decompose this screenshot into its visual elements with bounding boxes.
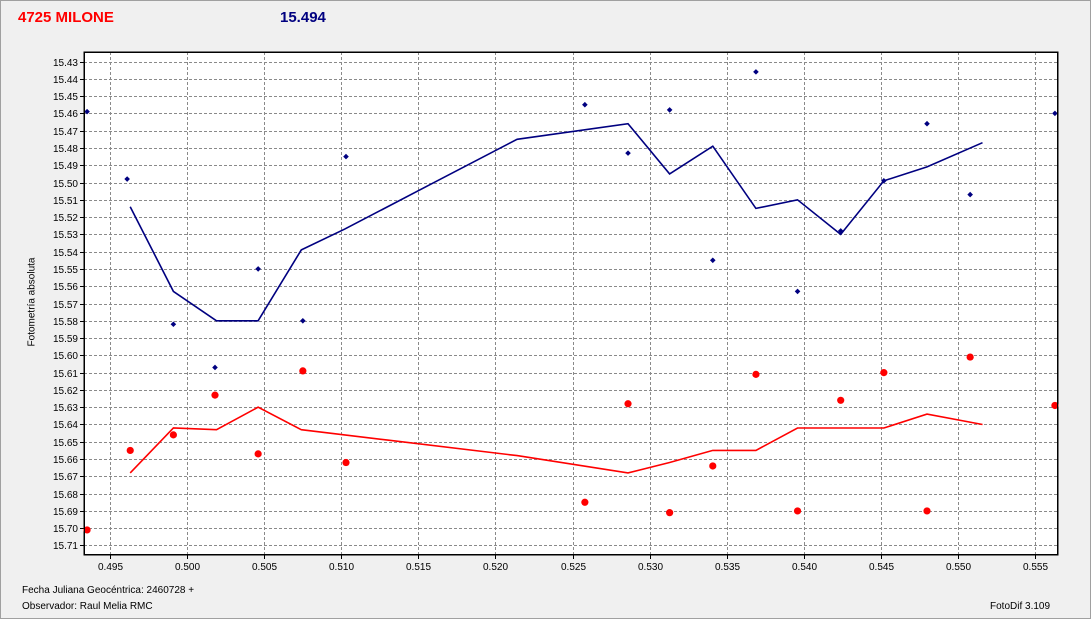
reference-magnitude: 15.494 [280,9,326,26]
y-tick-label: 15.45 [53,92,78,103]
y-tick-label: 15.66 [53,455,78,466]
primary-series-point [967,191,973,198]
secondary-series-trend-line [129,406,983,474]
y-tick-label: 15.69 [53,507,78,518]
secondary-series-point [624,400,632,408]
y-tick-label: 15.49 [53,161,78,172]
julian-date-label: Fecha Juliana Geocéntrica: 2460728 + [22,585,195,596]
secondary-series-point [880,369,888,377]
observer-label: Observador: Raul Melia RMC [22,601,153,612]
y-tick-label: 15.58 [53,317,78,328]
y-tick-label: 15.62 [53,386,78,397]
y-tick-label: 15.54 [53,248,78,259]
x-tick-label: 0.500 [175,562,200,573]
star-name-title: 4725 MILONE [18,9,114,26]
y-tick-label: 15.52 [53,213,78,224]
secondary-series-point [299,367,307,375]
primary-series-point [881,177,887,184]
primary-series-point [837,228,844,234]
y-tick-label: 15.65 [53,438,78,449]
x-tick-label: 0.550 [946,562,971,573]
secondary-series-point [169,431,177,439]
x-tick-label: 0.515 [406,562,431,573]
primary-series-point [666,107,673,113]
primary-series-point [753,69,759,75]
y-tick-label: 15.71 [53,541,78,552]
primary-series-point [582,101,588,108]
y-tick-label: 15.64 [53,420,78,431]
y-tick-label: 15.48 [53,144,78,155]
secondary-series-point [966,353,974,361]
primary-series-point [625,150,631,156]
primary-series-point [924,120,930,127]
secondary-series-point [837,396,845,404]
y-tick-label: 15.61 [53,369,78,380]
x-tick-label: 0.555 [1023,562,1048,573]
y-tick-label: 15.56 [53,282,78,293]
secondary-series-point [211,391,219,399]
plot-area [83,51,1059,556]
secondary-series-point [126,446,134,455]
secondary-series-point [83,526,91,534]
x-tick-label: 0.520 [483,562,508,573]
primary-series-point [709,257,716,264]
secondary-series-point [254,450,262,458]
y-tick-label: 15.57 [53,300,78,311]
primary-series-point [794,288,801,295]
primary-series-trend-line [129,122,983,322]
x-tick-label: 0.530 [638,562,663,573]
y-tick-label: 15.63 [53,403,78,414]
x-tick-label: 0.540 [792,562,817,573]
secondary-series-point [709,462,717,470]
software-version-label: FotoDif 3.109 [990,601,1051,612]
secondary-series-point [793,507,802,515]
y-tick-label: 15.68 [53,490,78,501]
plot-border [84,52,1058,555]
primary-series-point [170,321,177,328]
y-tick-label: 15.59 [53,334,78,345]
x-tick-label: 0.510 [329,562,354,573]
x-tick-label: 0.505 [252,562,277,573]
primary-series-point [255,266,261,272]
secondary-series-point [1051,401,1059,410]
x-tick-label: 0.525 [561,562,586,573]
y-tick-label: 15.46 [53,109,78,120]
primary-series-point [1052,110,1058,117]
primary-series-point [343,153,349,160]
y-tick-label: 15.67 [53,472,78,483]
primary-series-point [212,364,218,371]
x-tick-label: 0.495 [98,562,123,573]
x-tick-label: 0.545 [869,562,894,573]
y-tick-label: 15.70 [53,524,78,535]
y-tick-label: 15.53 [53,230,78,241]
y-tick-label: 15.51 [53,196,78,207]
secondary-series-point [342,458,350,467]
y-tick-label: 15.43 [53,58,78,69]
y-tick-label: 15.47 [53,127,78,138]
y-tick-label: 15.55 [53,265,78,276]
secondary-series-point [666,509,674,517]
x-tick-label: 0.535 [715,562,740,573]
secondary-series-point [752,370,760,378]
secondary-series-point [923,507,931,515]
primary-series-point [300,317,306,324]
y-tick-label: 15.60 [53,351,78,362]
primary-series-point [84,108,90,115]
y-tick-label: 15.50 [53,179,78,190]
y-tick-label: 15.44 [53,75,78,86]
secondary-series-point [581,498,589,506]
primary-series-point [124,176,130,182]
